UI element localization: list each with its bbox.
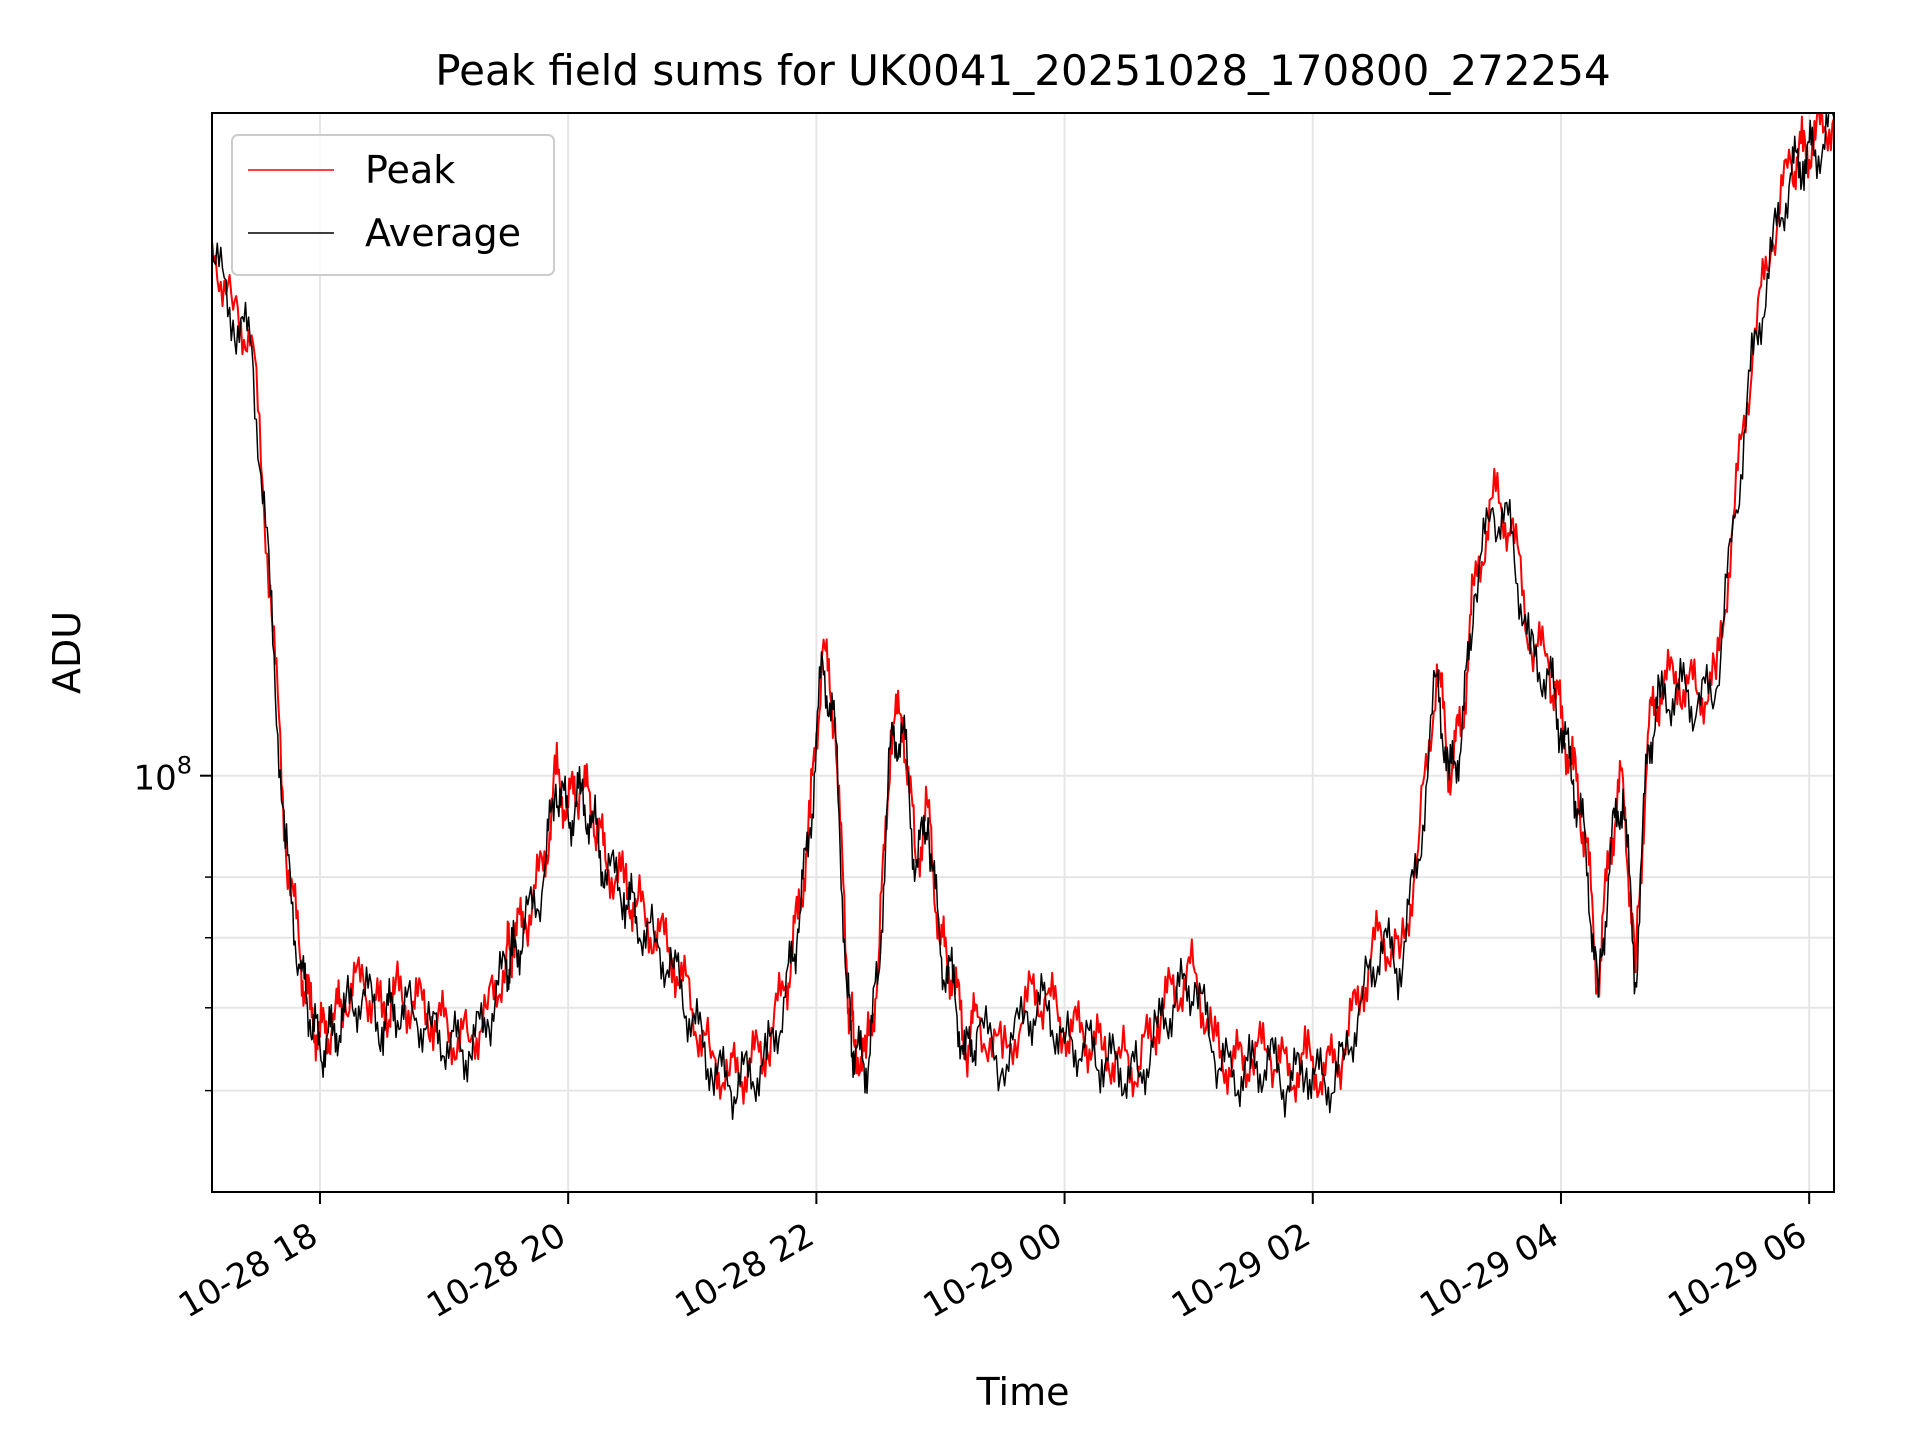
x-axis-label: Time (976, 1370, 1070, 1414)
y-tick-label: 108 (133, 752, 192, 799)
series-body (212, 113, 1834, 1121)
legend: Peak Average (231, 134, 555, 276)
series-layer (212, 113, 1834, 1121)
chart-title: Peak field sums for UK0041_20251028_1708… (435, 46, 1610, 95)
legend-label-peak: Peak (365, 148, 455, 192)
grid (212, 113, 1834, 1192)
plot-frame (211, 112, 1835, 1193)
series-line-average (212, 113, 1834, 1121)
legend-label-average: Average (365, 211, 521, 255)
y-axis-label: ADU (45, 611, 89, 694)
